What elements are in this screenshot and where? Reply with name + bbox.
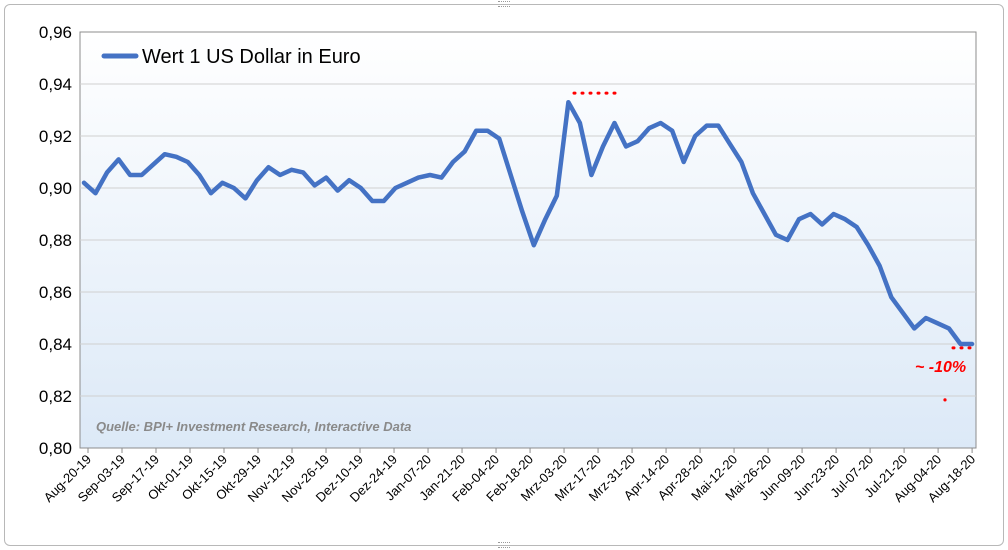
y-axis: 0,80 0,82 0,84 0,86 0,88 0,90 0,92 0,94 0,96 — [39, 23, 72, 458]
source-note: Quelle: BPI+ Investment Research, Intera… — [96, 419, 411, 434]
annotations — [572, 91, 976, 402]
y-tick-label: 0,84 — [39, 335, 72, 354]
legend: Wert 1 US Dollar in Euro — [101, 46, 361, 68]
change-annotation: ~ -10% — [915, 359, 966, 376]
y-tick-label: 0,80 — [39, 439, 72, 458]
y-tick-label: 0,86 — [39, 283, 72, 302]
y-tick-label: 0,96 — [39, 23, 72, 42]
marker-dot — [943, 398, 947, 402]
resize-handle-top[interactable] — [498, 1, 510, 7]
y-tick-label: 0,88 — [39, 231, 72, 250]
legend-label: Wert 1 US Dollar in Euro — [142, 46, 361, 68]
y-tick-label: 0,92 — [39, 127, 72, 146]
gridlines — [80, 83, 976, 397]
y-tick-label: 0,90 — [39, 179, 72, 198]
y-tick-label: 0,82 — [39, 387, 72, 406]
series-layer — [81, 99, 975, 347]
x-axis: Aug-20-19Sep-03-19Sep-17-19Okt-01-19Okt-… — [41, 448, 978, 505]
resize-handle-bottom[interactable] — [498, 542, 510, 548]
y-tick-label: 0,94 — [39, 75, 72, 94]
series-line — [81, 99, 975, 347]
